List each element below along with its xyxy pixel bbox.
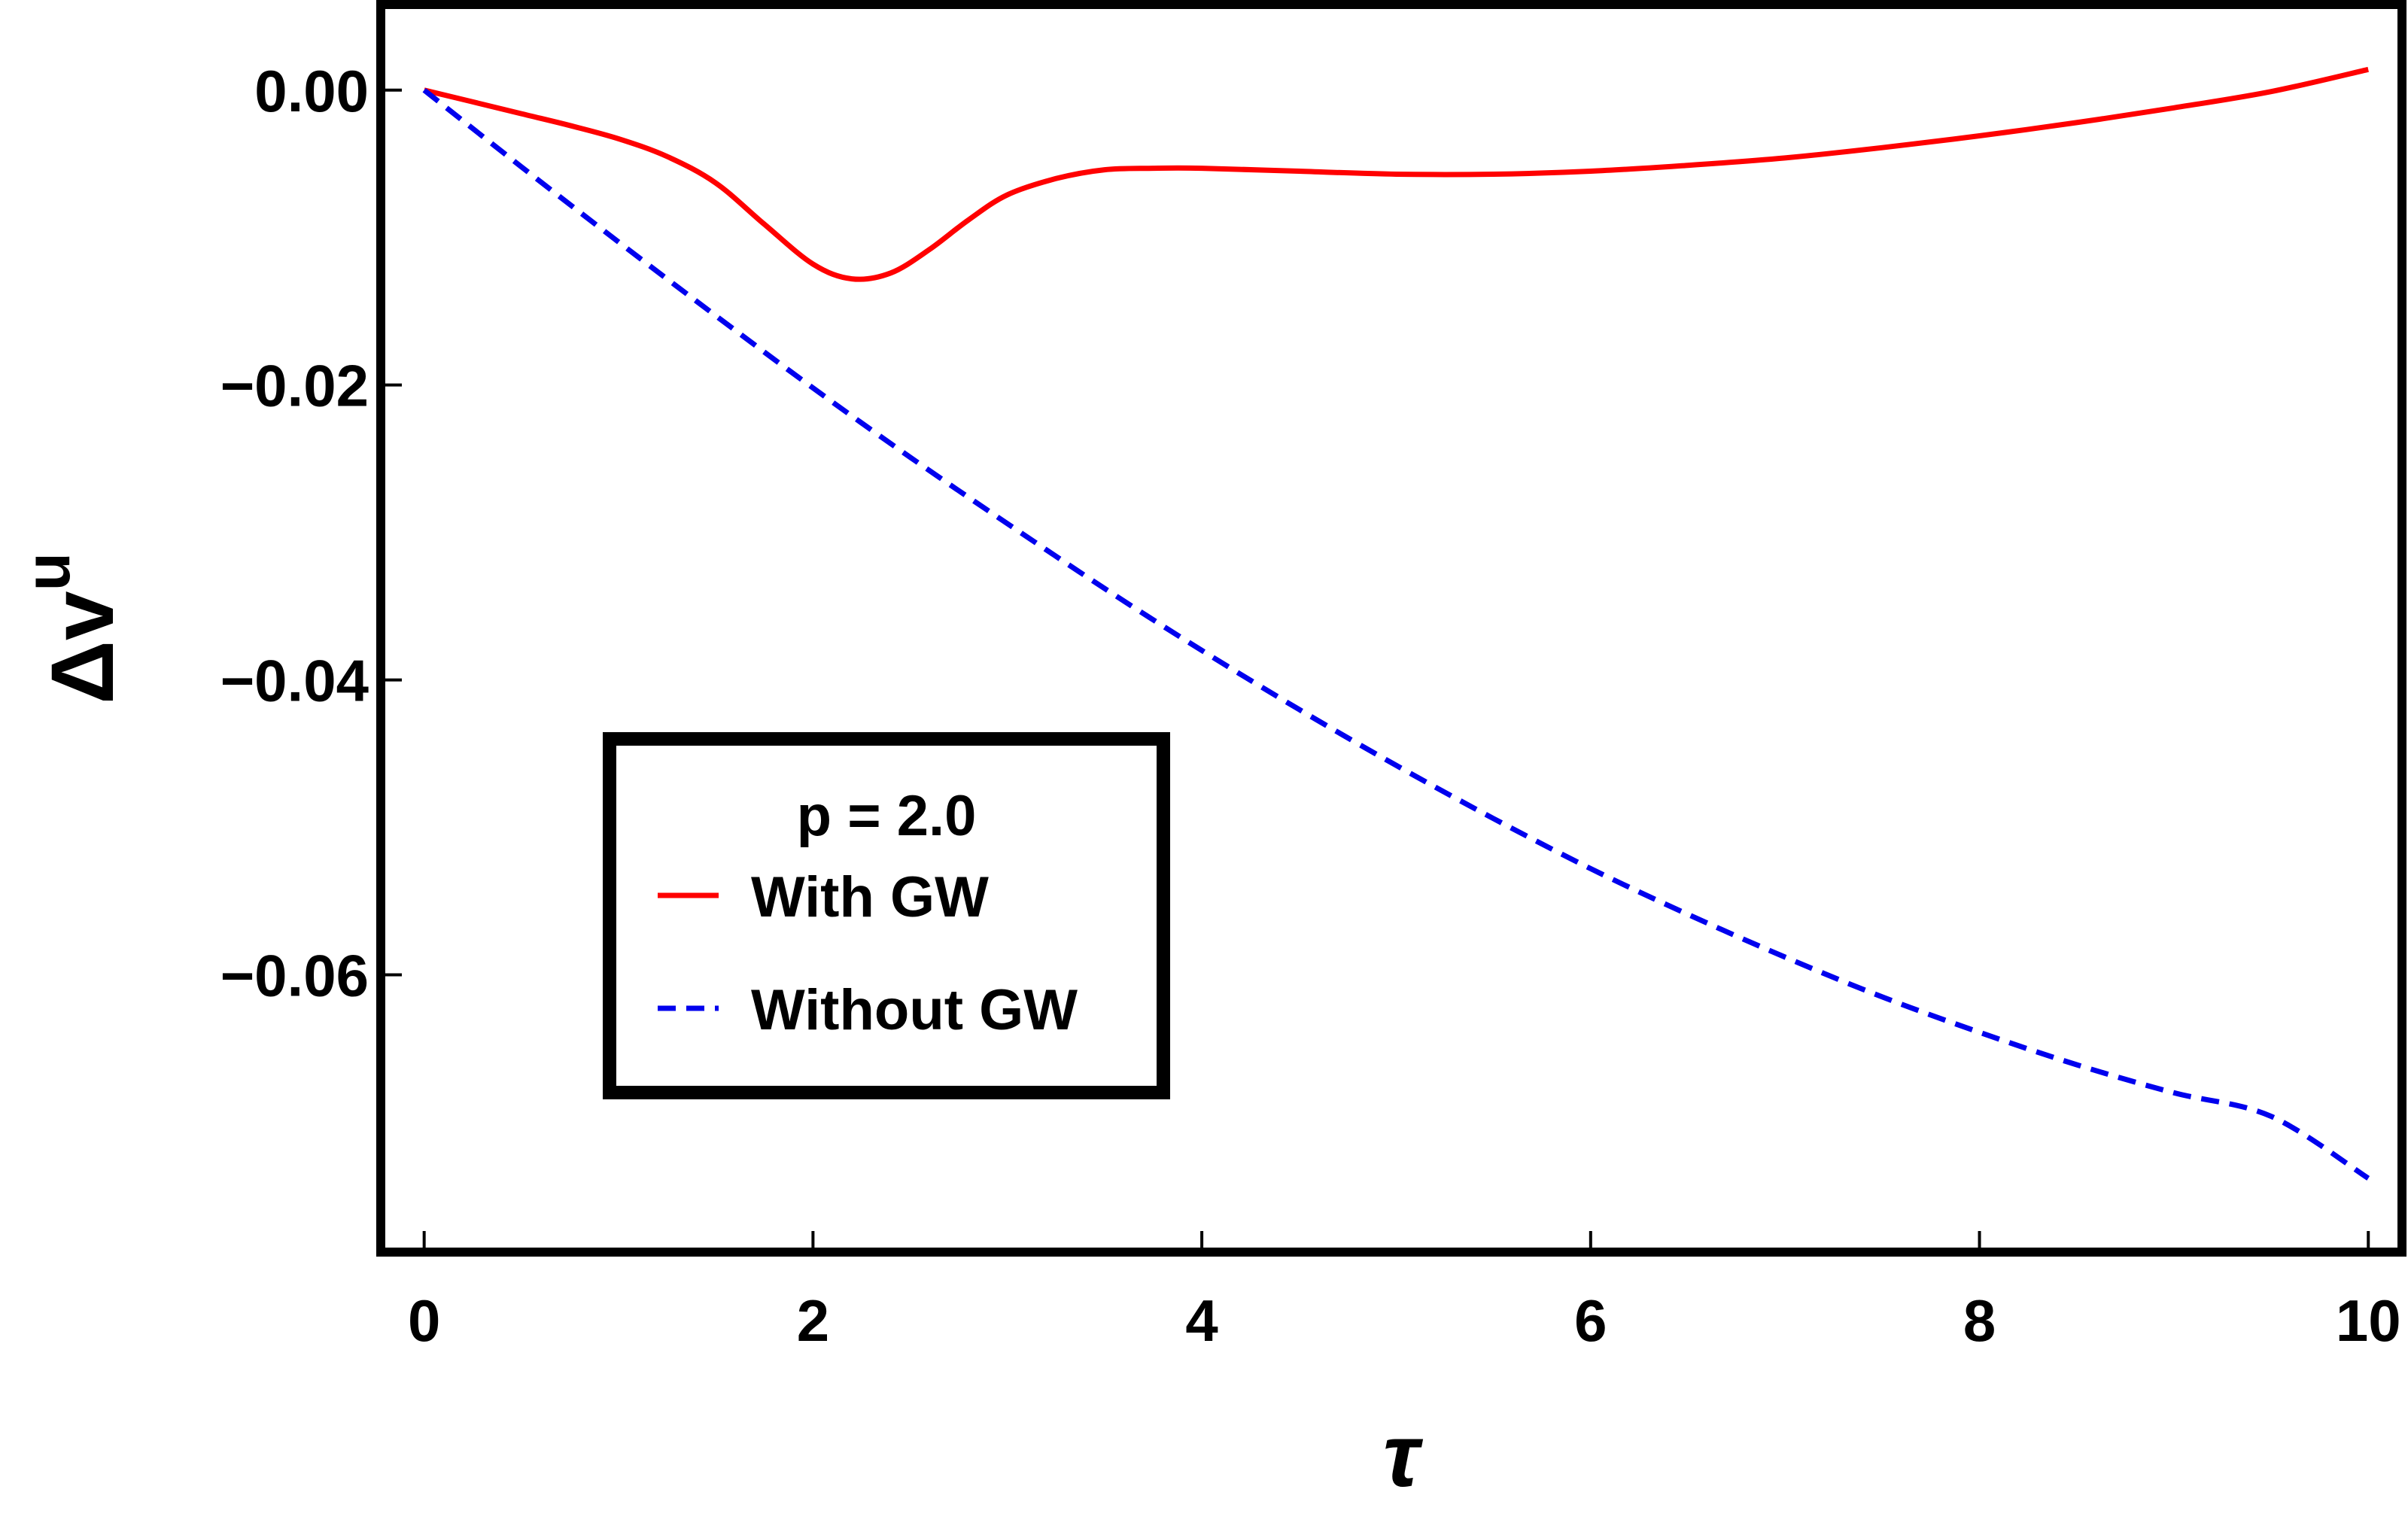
x-tick-label: 4 [1185,1287,1218,1354]
y-axis-title: Δvu [12,552,132,704]
y-tick-label: −0.06 [220,942,369,1008]
x-axis-ticks: 0 2 4 6 8 10 [408,1231,2401,1354]
x-axis-title: τ [1383,1406,1424,1506]
series-layer [422,66,2370,1181]
y-tick-label: −0.02 [220,353,369,419]
legend-entry-with-gw: With GW [751,865,989,929]
series-line-without-gw [422,88,2370,1181]
x-tick-label: 8 [1963,1287,1996,1354]
legend-title: p = 2.0 [797,784,977,848]
legend: p = 2.0 With GW Without GW [603,732,1170,1099]
y-axis-ticks: 0.00 −0.02 −0.04 −0.06 [220,58,402,1008]
svg-text:Δvu: Δvu [12,552,132,704]
legend-box [603,732,1170,1099]
x-tick-label: 6 [1574,1287,1607,1354]
x-tick-label: 2 [797,1287,829,1354]
x-tick-label: 10 [2336,1287,2401,1354]
legend-entry-without-gw: Without GW [751,978,1078,1042]
plot-frame [376,0,2406,1257]
series-line-with-gw [423,66,2369,282]
y-tick-label: −0.04 [220,648,369,714]
y-axis-title-main: Δv [33,591,132,704]
y-axis-title-superscript: u [12,552,83,591]
x-tick-label: 0 [408,1287,440,1354]
y-tick-label: 0.00 [254,58,369,124]
